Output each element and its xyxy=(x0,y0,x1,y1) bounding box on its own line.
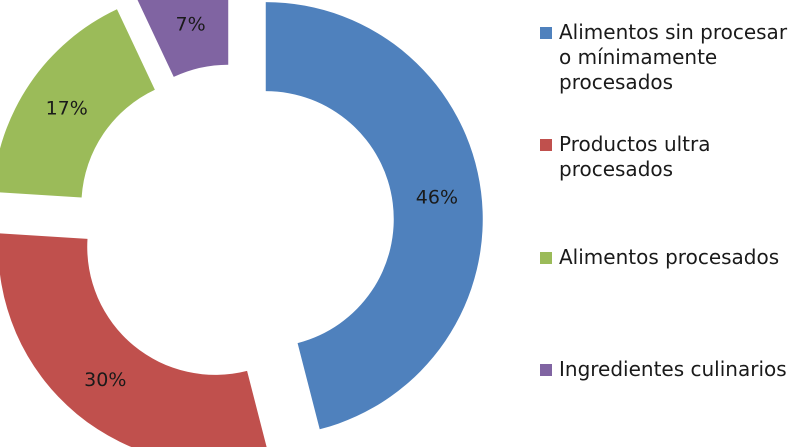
legend-swatch xyxy=(540,364,552,376)
legend-label: Alimentos procesados xyxy=(559,245,780,269)
donut-chart: 46% 30% 17% 7% xyxy=(0,0,483,447)
legend: Alimentos sin procesar o mínimamente pro… xyxy=(540,0,809,447)
legend-label: Productos ultra procesados xyxy=(559,132,711,181)
data-label: 7% xyxy=(176,13,206,35)
legend-label: Ingredientes culinarios xyxy=(559,357,787,381)
legend-swatch xyxy=(540,27,552,39)
legend-label: Alimentos sin procesar o mínimamente pro… xyxy=(559,20,788,94)
legend-item-ingredientes-culinarios: Ingredientes culinarios xyxy=(540,357,809,382)
data-label: 17% xyxy=(46,98,88,120)
legend-item-productos-ultra-procesados: Productos ultra procesados xyxy=(540,132,809,182)
slice-productos-ultra-procesados xyxy=(0,233,267,447)
legend-swatch xyxy=(540,252,552,264)
legend-swatch xyxy=(540,139,552,151)
data-label: 46% xyxy=(416,186,458,208)
legend-item-alimentos-procesados: Alimentos procesados xyxy=(540,245,809,270)
data-label: 30% xyxy=(84,369,126,391)
legend-item-alimentos-sin-procesar: Alimentos sin procesar o mínimamente pro… xyxy=(540,20,809,95)
slice-alimentos-procesados xyxy=(0,9,155,198)
slice-ingredientes-culinarios xyxy=(137,0,229,77)
slice-alimentos-sin-procesar xyxy=(265,2,483,430)
